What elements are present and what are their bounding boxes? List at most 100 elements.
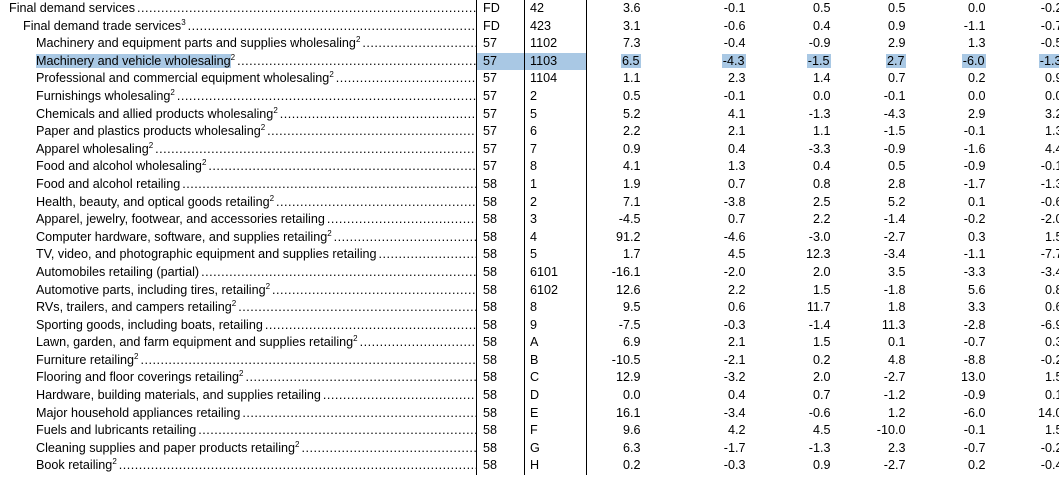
row-group: FD bbox=[476, 0, 525, 18]
row-label: Final demand services bbox=[0, 0, 477, 18]
row-value: 5.6 bbox=[967, 282, 986, 297]
table-row[interactable]: Furnishings wholesaling25720.5 -0.1 0.0 -0.… bbox=[0, 87, 1059, 106]
row-value: -0.7 bbox=[1040, 18, 1059, 33]
row-code: A bbox=[524, 334, 587, 352]
row-value: -1.5 bbox=[883, 124, 906, 139]
row-value: 11.7 bbox=[806, 300, 831, 315]
row-value: 6.3 bbox=[586, 439, 647, 458]
row-value: 1.2 bbox=[887, 405, 906, 420]
row-value: -1.3 bbox=[992, 53, 1059, 71]
row-group: 58 bbox=[476, 387, 525, 405]
table-row[interactable]: TV, video, and photographic equipment an… bbox=[0, 246, 1059, 264]
row-value: -10.5 bbox=[586, 351, 647, 370]
row-value: 12.6 bbox=[586, 281, 647, 300]
table-row[interactable]: RVs, trailers, and campers retailing2588… bbox=[0, 299, 1059, 317]
row-value: 0.2 bbox=[812, 352, 831, 367]
row-value: 0.8 bbox=[1044, 282, 1059, 297]
table-row[interactable]: Cleaning supplies and paper products ret… bbox=[0, 439, 1059, 458]
row-value: 4.8 bbox=[887, 352, 906, 367]
row-label: TV, video, and photographic equipment an… bbox=[0, 246, 477, 264]
row-value: -4.3 bbox=[883, 106, 906, 121]
table-row[interactable]: Apparel wholesaling25770.9 0.4 -3.3 -0.9 -1.… bbox=[0, 140, 1059, 159]
row-value: -3.0 bbox=[808, 229, 831, 244]
row-code: 3 bbox=[524, 211, 587, 229]
row-value: 0.4 bbox=[812, 18, 831, 33]
row-value: 0.9 bbox=[586, 140, 647, 159]
row-value: -2.1 bbox=[723, 352, 746, 367]
row-value: 12.9 bbox=[586, 369, 647, 388]
table-row[interactable]: Machinery and equipment parts and suppli… bbox=[0, 35, 1059, 53]
row-value: 9.5 bbox=[586, 299, 647, 317]
row-value: 91.2 bbox=[586, 228, 647, 247]
table-row[interactable]: Food and alcohol retailing5811.9 0.7 0.8 2.… bbox=[0, 175, 1059, 194]
table-row[interactable]: Computer hardware, software, and supplie… bbox=[0, 228, 1059, 247]
row-code: H bbox=[524, 457, 587, 476]
row-value: -2.7 bbox=[883, 229, 906, 244]
row-label: Professional and commercial equipment wh… bbox=[0, 70, 477, 88]
row-value: 0.8 bbox=[812, 176, 831, 191]
table-row[interactable]: Hardware, building materials, and suppli… bbox=[0, 387, 1059, 405]
row-value: 2.0 bbox=[812, 264, 831, 279]
table-row[interactable]: Major household appliances retailing58E1… bbox=[0, 404, 1059, 423]
row-group: 57 bbox=[476, 35, 525, 53]
row-value: 0.4 bbox=[727, 141, 746, 156]
row-value: 0.6 bbox=[1044, 300, 1059, 315]
table-row[interactable]: Chemicals and allied products wholesalin… bbox=[0, 105, 1059, 124]
row-group: 58 bbox=[476, 457, 525, 476]
table-row[interactable]: Automotive parts, including tires, retai… bbox=[0, 281, 1059, 300]
row-value: -7.5 bbox=[586, 316, 647, 335]
row-value: -0.3 bbox=[723, 317, 746, 332]
row-value: 2.2 bbox=[727, 282, 746, 297]
table-row[interactable]: Final demand servicesFD423.6 -0.1 0.5 0.5 0.… bbox=[0, 0, 1059, 18]
row-value: -4.3 bbox=[721, 53, 746, 68]
row-group: 58 bbox=[476, 228, 525, 247]
row-value: 0.2 bbox=[967, 71, 986, 86]
table-row[interactable]: Apparel, jewelry, footwear, and accessor… bbox=[0, 211, 1059, 229]
table-row[interactable]: Paper and plastics products wholesaling2… bbox=[0, 123, 1059, 141]
row-group: 58 bbox=[476, 281, 525, 300]
row-value: -10.0 bbox=[876, 423, 906, 438]
row-value: -2.7 bbox=[883, 370, 906, 385]
row-value: 1.5 bbox=[1044, 423, 1059, 438]
row-value: -2.7 bbox=[883, 458, 906, 473]
row-value: 1.9 bbox=[586, 175, 647, 194]
row-value: 16.1 bbox=[586, 404, 647, 423]
row-group: 58 bbox=[476, 211, 525, 229]
row-value: -1.8 bbox=[883, 282, 906, 297]
table-row[interactable]: Health, beauty, and optical goods retail… bbox=[0, 193, 1059, 212]
row-value: 0.5 bbox=[812, 1, 831, 15]
table-row[interactable]: Machinery and vehicle wholesaling2571103… bbox=[0, 52, 1059, 71]
row-value: 1.5 bbox=[1044, 229, 1059, 244]
row-value: -3.3 bbox=[963, 264, 986, 279]
row-value: -1.4 bbox=[883, 212, 906, 227]
table-row[interactable]: Final demand trade services3FD4233.1 -0.6… bbox=[0, 17, 1059, 36]
row-value: 0.9 bbox=[887, 18, 906, 33]
table-row[interactable]: Sporting goods, including boats, retaili… bbox=[0, 316, 1059, 335]
table-row[interactable]: Lawn, garden, and farm equipment and sup… bbox=[0, 334, 1059, 352]
table-row[interactable]: Professional and commercial equipment wh… bbox=[0, 70, 1059, 88]
row-value: 0.7 bbox=[727, 176, 746, 191]
row-value: 2.2 bbox=[812, 212, 831, 227]
row-value: 0.2 bbox=[967, 458, 986, 473]
row-value: 0.0 bbox=[967, 1, 986, 15]
row-group: 57 bbox=[476, 87, 525, 106]
row-value: 4.4 bbox=[1044, 141, 1059, 156]
table-row[interactable]: Flooring and floor coverings retailing25… bbox=[0, 369, 1059, 388]
row-value: 0.0 bbox=[967, 88, 986, 103]
row-value: -3.8 bbox=[723, 194, 746, 209]
row-value: 2.3 bbox=[727, 71, 746, 86]
row-code: C bbox=[524, 369, 587, 388]
row-value: -0.5 bbox=[1040, 36, 1059, 51]
row-code: 2 bbox=[524, 87, 587, 106]
table-row[interactable]: Book retailing258H0.2-0.30.9-2.70.2-0.4 bbox=[0, 457, 1059, 476]
row-group: 58 bbox=[476, 263, 525, 282]
row-value: 3.1 bbox=[586, 17, 647, 36]
row-code: G bbox=[524, 439, 587, 458]
table-row[interactable]: Food and alcohol wholesaling25784.1 1.3 0.… bbox=[0, 158, 1059, 176]
row-value: 2.9 bbox=[887, 36, 906, 51]
table-row[interactable]: Automobiles retailing (partial)586101-16… bbox=[0, 263, 1059, 282]
table-row[interactable]: Furniture retailing258B-10.5 -2.1 0.2 4.8 -8… bbox=[0, 351, 1059, 370]
row-value: -0.2 bbox=[963, 212, 986, 227]
row-value: 0.6 bbox=[727, 300, 746, 315]
table-row[interactable]: Fuels and lubricants retailing58F9.6 4.2 4… bbox=[0, 422, 1059, 440]
